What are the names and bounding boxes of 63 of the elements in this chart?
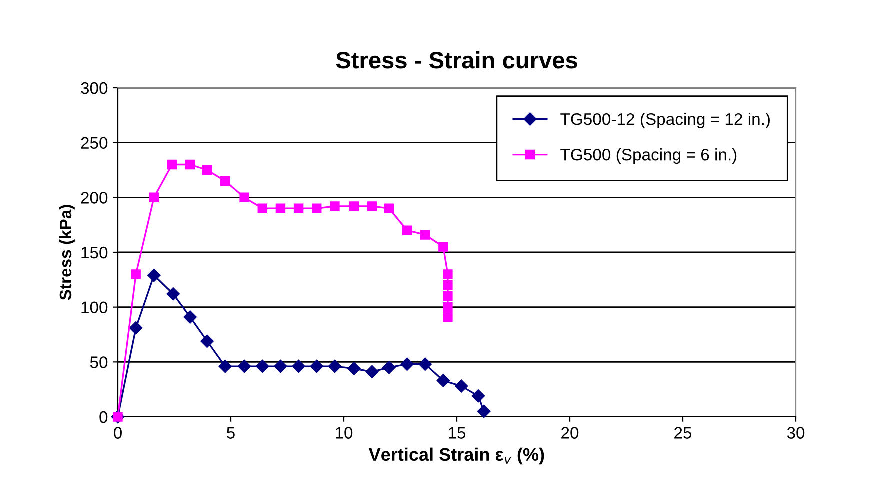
- point: [443, 270, 453, 280]
- point: [443, 280, 453, 290]
- x-tick-label: 10: [336, 427, 353, 439]
- y-tick-label: 300: [81, 82, 108, 94]
- point: [276, 204, 286, 214]
- x-axis-title: Vertical Strain ε$_{v}$ (%): [368, 448, 544, 465]
- point: [240, 192, 250, 203]
- point: [167, 160, 178, 170]
- point: [454, 380, 468, 393]
- point: [294, 204, 304, 214]
- point: [131, 270, 141, 280]
- x-tick-label: 15: [449, 427, 466, 439]
- point: [367, 202, 378, 212]
- point: [310, 360, 324, 374]
- point: [402, 226, 412, 236]
- legend-label: TG500 (Spacing = 6 in.): [560, 148, 737, 164]
- y-tick-label: 100: [82, 302, 108, 314]
- point: [129, 322, 143, 335]
- point: [149, 192, 160, 203]
- x-tick-label: 20: [562, 427, 579, 439]
- point: [438, 242, 448, 252]
- y-axis-title: Stress (kPa): [59, 205, 75, 300]
- point: [166, 288, 180, 301]
- y-tick-label: 200: [81, 192, 108, 204]
- point: [472, 390, 486, 403]
- point: [330, 202, 340, 212]
- point: [400, 358, 414, 371]
- x-tick-label: 25: [674, 427, 692, 439]
- point: [274, 360, 288, 374]
- chart-title: Stress - Strain curves: [336, 51, 578, 69]
- point: [443, 312, 453, 322]
- point: [436, 374, 450, 388]
- point: [256, 360, 270, 374]
- point: [348, 362, 361, 376]
- y-tick-label: 150: [82, 246, 108, 259]
- point: [184, 310, 197, 324]
- point: [443, 292, 453, 302]
- point: [349, 202, 360, 212]
- point: [185, 160, 196, 170]
- legend-label: TG500-12 (Spacing = 12 in.): [560, 113, 770, 129]
- point: [202, 165, 212, 176]
- point: [218, 360, 232, 374]
- point: [292, 360, 306, 374]
- y-tick-label: 0: [100, 411, 108, 424]
- point: [382, 361, 396, 374]
- point: [328, 360, 342, 374]
- point: [420, 230, 430, 240]
- x-tick-label: 0: [114, 427, 122, 439]
- point: [258, 204, 268, 214]
- point: [418, 358, 432, 371]
- point: [238, 360, 252, 374]
- point: [384, 204, 394, 214]
- y-tick-label: 50: [90, 356, 108, 368]
- point: [148, 268, 161, 282]
- point: [312, 204, 322, 214]
- point: [220, 176, 230, 186]
- x-tick-label: 5: [227, 427, 235, 439]
- x-tick-label: 30: [787, 427, 805, 439]
- point: [443, 302, 453, 312]
- y-tick-label: 250: [81, 137, 108, 150]
- point: [366, 365, 379, 379]
- point: [478, 404, 491, 418]
- point: [200, 334, 214, 348]
